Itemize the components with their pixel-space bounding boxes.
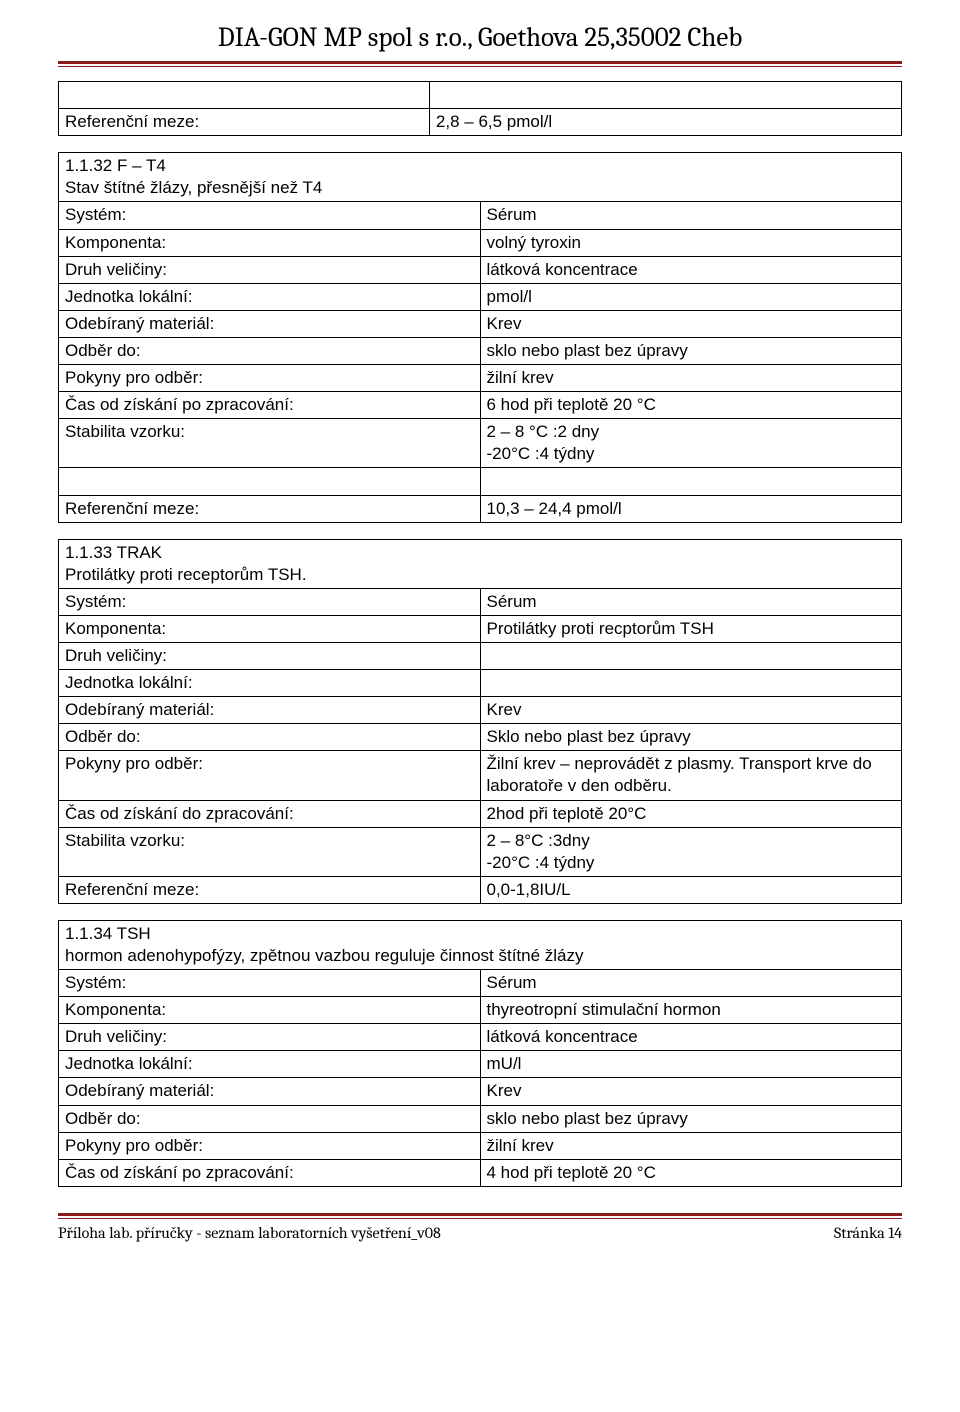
table-cell: Odebíraný materiál:: [59, 697, 481, 724]
table-cell: Odběr do:: [59, 337, 481, 364]
table-trak: 1.1.33 TRAK Protilátky proti receptorům …: [58, 539, 902, 904]
table-cell: Druh veličiny:: [59, 256, 481, 283]
header-rule: [58, 61, 902, 67]
table-cell: Komponenta:: [59, 997, 481, 1024]
table-cell: žilní krev: [480, 365, 902, 392]
table-cell: Odběr do:: [59, 724, 481, 751]
table-cell: 2,8 – 6,5 pmol/l: [429, 109, 901, 136]
table-cell: Pokyny pro odběr:: [59, 1132, 481, 1159]
page-title: DIA-GON MP spol s r.o., Goethova 25,3500…: [58, 20, 902, 55]
table-cell: Žilní krev – neprovádět z plasmy. Transp…: [480, 751, 902, 800]
table-cell: Referenční meze:: [59, 109, 430, 136]
table-cell: pmol/l: [480, 283, 902, 310]
table-cell: 2hod při teplotě 20°C: [480, 800, 902, 827]
table-cell: Druh veličiny:: [59, 1024, 481, 1051]
table-cell: Krev: [480, 697, 902, 724]
table-cell: sklo nebo plast bez úpravy: [480, 1105, 902, 1132]
table-cell: látková koncentrace: [480, 256, 902, 283]
table-cell: Krev: [480, 310, 902, 337]
table-cell: Odebíraný materiál:: [59, 1078, 481, 1105]
table-cell: [480, 468, 902, 495]
table-cell: Čas od získání do zpracování:: [59, 800, 481, 827]
table-cell: [429, 82, 901, 109]
table-caption: 1.1.34 TSH hormon adenohypofýzy, zpětnou…: [59, 920, 902, 969]
footer-rule: [58, 1213, 902, 1219]
table-cell: [480, 642, 902, 669]
table-cell: volný tyroxin: [480, 229, 902, 256]
table-cell: Pokyny pro odběr:: [59, 751, 481, 800]
table-cell: 2 – 8 °C :2 dny -20°C :4 týdny: [480, 419, 902, 468]
table-cell: Sklo nebo plast bez úpravy: [480, 724, 902, 751]
table-cell: 6 hod při teplotě 20 °C: [480, 392, 902, 419]
table-cell: Odebíraný materiál:: [59, 310, 481, 337]
footer-right: Stránka 14: [834, 1223, 902, 1244]
table-cell: Referenční meze:: [59, 876, 481, 903]
table-cell: [480, 670, 902, 697]
table-cell: mU/l: [480, 1051, 902, 1078]
table-cell: Systém:: [59, 588, 481, 615]
table-cell: 4 hod při teplotě 20 °C: [480, 1159, 902, 1186]
table-cell: Sérum: [480, 202, 902, 229]
table-cell: Krev: [480, 1078, 902, 1105]
table-cell: Systém:: [59, 970, 481, 997]
table-cell: 2 – 8°C :3dny -20°C :4 týdny: [480, 827, 902, 876]
table-cell: Odběr do:: [59, 1105, 481, 1132]
table-cell: [59, 82, 430, 109]
table-cell: thyreotropní stimulační hormon: [480, 997, 902, 1024]
table-cell: Sérum: [480, 970, 902, 997]
table-cell: Jednotka lokální:: [59, 283, 481, 310]
table-cell: Komponenta:: [59, 615, 481, 642]
table-cell: Komponenta:: [59, 229, 481, 256]
table-cell: Referenční meze:: [59, 495, 481, 522]
table-cell: Pokyny pro odběr:: [59, 365, 481, 392]
table-cell: [59, 468, 481, 495]
table-cell: Protilátky proti recptorům TSH: [480, 615, 902, 642]
table-cell: Stabilita vzorku:: [59, 827, 481, 876]
table-caption: 1.1.32 F – T4 Stav štítné žlázy, přesněj…: [59, 153, 902, 202]
table-cell: žilní krev: [480, 1132, 902, 1159]
table-cell: látková koncentrace: [480, 1024, 902, 1051]
table-cell: sklo nebo plast bez úpravy: [480, 337, 902, 364]
table-cell: Čas od získání po zpracování:: [59, 392, 481, 419]
table-cell: Stabilita vzorku:: [59, 419, 481, 468]
table-cell: Druh veličiny:: [59, 642, 481, 669]
table-cell: Systém:: [59, 202, 481, 229]
table-cell: Sérum: [480, 588, 902, 615]
table-cell: Čas od získání po zpracování:: [59, 1159, 481, 1186]
table-refmeze-a: Referenční meze: 2,8 – 6,5 pmol/l: [58, 81, 902, 136]
table-caption: 1.1.33 TRAK Protilátky proti receptorům …: [59, 539, 902, 588]
table-cell: 10,3 – 24,4 pmol/l: [480, 495, 902, 522]
table-cell: Jednotka lokální:: [59, 1051, 481, 1078]
table-cell: 0,0-1,8IU/L: [480, 876, 902, 903]
table-ft4: 1.1.32 F – T4 Stav štítné žlázy, přesněj…: [58, 152, 902, 522]
table-cell: Jednotka lokální:: [59, 670, 481, 697]
table-tsh: 1.1.34 TSH hormon adenohypofýzy, zpětnou…: [58, 920, 902, 1187]
footer-left: Příloha lab. příručky - seznam laborator…: [58, 1223, 441, 1244]
page-footer: Příloha lab. příručky - seznam laborator…: [58, 1213, 902, 1244]
